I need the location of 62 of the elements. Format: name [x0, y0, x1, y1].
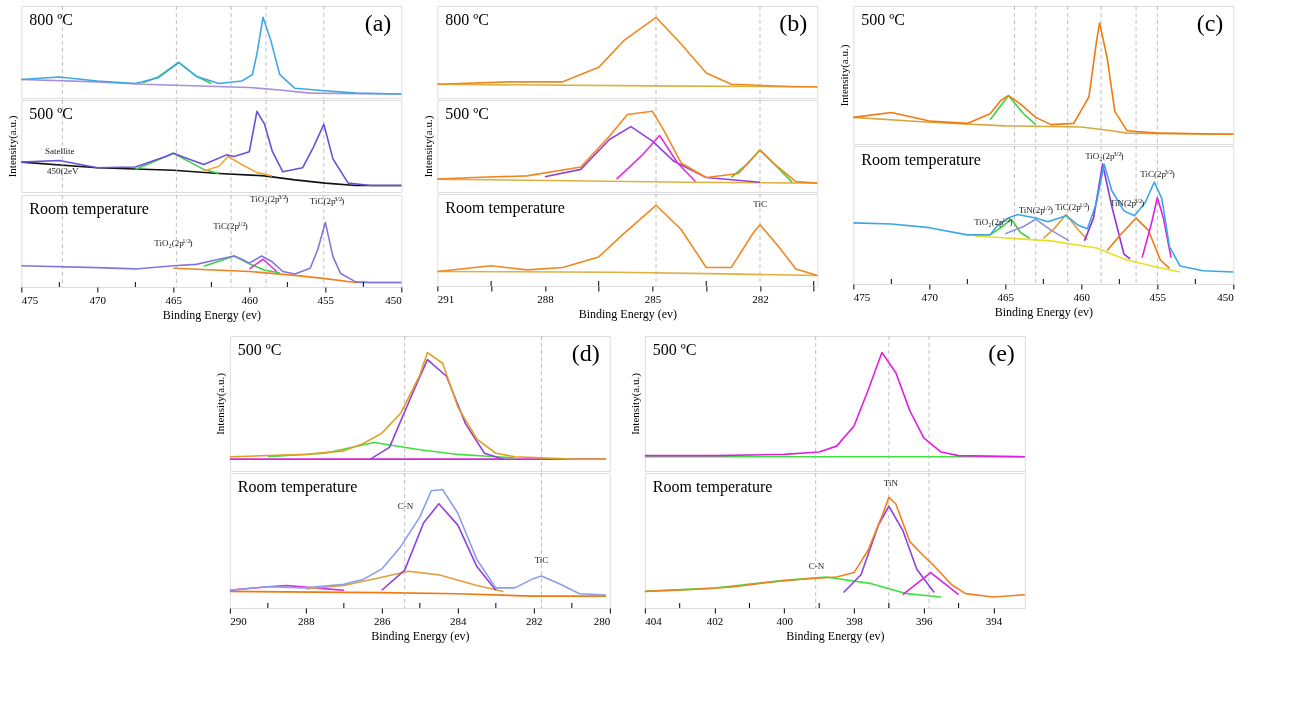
x-tick-label: 475	[21, 293, 39, 306]
x-tick-label: 400	[776, 614, 794, 627]
x-tick-label: 286	[374, 614, 392, 627]
x-tick-label: 396	[916, 614, 933, 627]
y-axis-title: Intensity(a.u.)	[629, 372, 643, 435]
annotation: TiC	[753, 198, 767, 209]
annotation: TiN	[883, 477, 899, 488]
annotation: Satellite	[44, 146, 75, 157]
annotation: C-N	[397, 501, 414, 512]
text: Room temperature	[652, 478, 773, 496]
annotation: Room temperature	[237, 478, 358, 496]
x-tick-label: 288	[298, 614, 316, 627]
x-tick-label: 404	[645, 614, 663, 627]
y-axis-title: Intensity(a.u.)	[421, 115, 435, 178]
x-tick-label: 398	[846, 614, 864, 627]
annotation: (a)	[364, 10, 392, 36]
annotation: (b)	[779, 10, 808, 36]
annotation: 500 ºC	[861, 11, 905, 28]
x-tick-label: 465	[997, 290, 1015, 303]
y-axis-title: Intensity(a.u.)	[5, 115, 19, 178]
annotation: 800 ºC	[445, 11, 489, 28]
x-tick-label: 394	[985, 614, 1003, 627]
annotation: (e)	[988, 340, 1015, 366]
x-tick-label: 290	[230, 614, 248, 627]
annotation: C-N	[808, 560, 825, 571]
x-axis-title: Binding Energy (ev)	[578, 306, 678, 321]
x-tick-label: 460	[241, 293, 259, 306]
annotation: Room temperature	[861, 151, 981, 169]
x-tick-label: 288	[537, 292, 555, 305]
annotation: 500 ºC	[29, 105, 73, 122]
x-tick-label: 455	[1149, 290, 1167, 303]
x-axis-title: Binding Energy (ev)	[994, 304, 1094, 319]
x-tick-label: 460	[1073, 290, 1091, 303]
x-axis-title: Binding Energy (ev)	[162, 307, 262, 322]
x-tick-label: 280	[593, 614, 611, 627]
x-tick-label: 465	[165, 293, 183, 306]
x-tick-label: 470	[921, 290, 939, 303]
annotation: 800 ºC	[29, 11, 73, 28]
x-tick-label: 291	[437, 292, 455, 305]
x-tick-label: 282	[526, 614, 543, 627]
text: Room temperature	[29, 200, 149, 218]
annotation: (c)	[1196, 10, 1224, 36]
x-tick-label: 402	[706, 614, 724, 627]
y-axis-title: Intensity(a.u.)	[214, 372, 228, 435]
x-tick-label: 285	[644, 292, 662, 305]
x-tick-label: 450	[385, 293, 403, 306]
annotation: 450(2eV	[46, 166, 79, 177]
annotation: (d)	[571, 340, 600, 366]
y-axis-title: Intensity(a.u.)	[837, 44, 851, 107]
x-tick-label: 284	[450, 614, 468, 627]
annotation: Room temperature	[445, 199, 565, 217]
annotation: 500 ºC	[652, 341, 697, 358]
x-tick-label: 282	[752, 292, 769, 305]
annotation: TiC	[534, 554, 549, 565]
x-axis-title: Binding Energy (ev)	[786, 628, 885, 643]
annotation: 500 ºC	[445, 105, 489, 122]
annotation: 500 ºC	[237, 341, 282, 358]
x-tick-label: 470	[89, 293, 107, 306]
x-axis-title: Binding Energy (ev)	[371, 628, 470, 643]
x-tick-label: 475	[853, 290, 871, 303]
x-tick-label: 450	[1217, 290, 1235, 303]
x-tick-label: 455	[317, 293, 335, 306]
